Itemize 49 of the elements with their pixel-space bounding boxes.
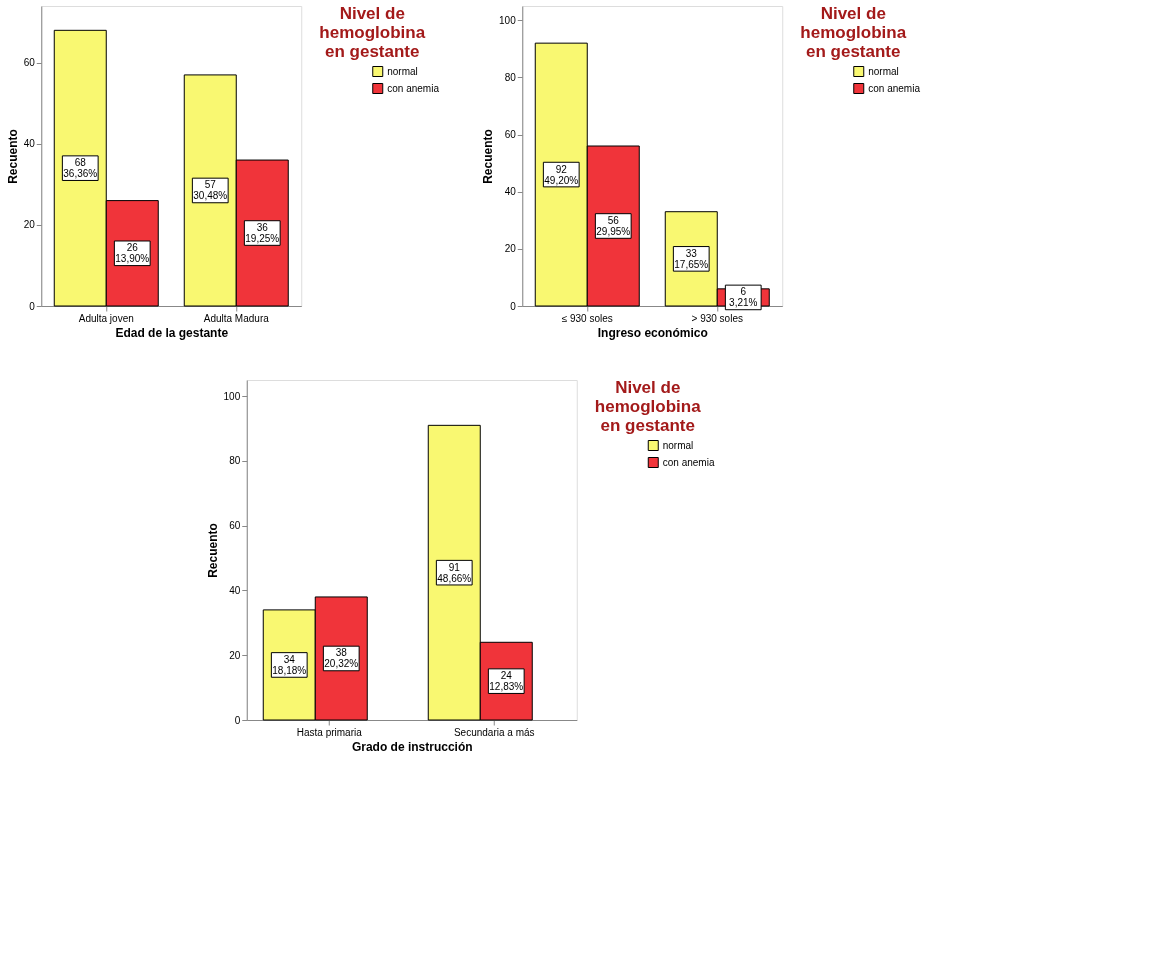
- legend-title: Nivel de hemoglobina en gestante: [594, 378, 702, 435]
- y-tick-label: 20: [504, 243, 517, 255]
- y-tick-label: 0: [29, 300, 36, 312]
- y-tick-label: 20: [229, 649, 241, 661]
- y-tick-label: 60: [229, 520, 241, 532]
- legend-label: normal: [662, 439, 694, 451]
- data-label: 26 13,90%: [115, 242, 150, 265]
- y-tick-label: 20: [23, 219, 36, 231]
- y-tick-label: 0: [510, 300, 517, 312]
- y-axis-title: Recuento: [481, 129, 496, 184]
- legend-title: Nivel de hemoglobina en gestante: [319, 4, 426, 61]
- y-tick-label: 40: [504, 186, 517, 198]
- y-tick-label: 80: [229, 455, 241, 467]
- legend-label: normal: [868, 65, 899, 77]
- data-label: 6 3,21%: [729, 286, 758, 309]
- legend-label: con anemia: [868, 82, 921, 94]
- data-label: 33 17,65%: [674, 247, 709, 270]
- legend-label: con anemia: [662, 456, 715, 468]
- x-tick-label: Adulta joven: [78, 312, 134, 324]
- legend-title: Nivel de hemoglobina en gestante: [800, 4, 907, 61]
- y-tick-label: 60: [504, 129, 517, 141]
- x-axis-title: Grado de instrucción: [351, 739, 473, 754]
- data-label: 57 30,48%: [193, 179, 228, 202]
- x-tick-label: > 930 soles: [691, 312, 743, 324]
- y-tick-label: 60: [23, 57, 36, 69]
- y-tick-label: 100: [499, 14, 517, 26]
- data-label: 24 12,83%: [489, 670, 524, 693]
- y-tick-label: 40: [23, 138, 36, 150]
- y-tick-label: 40: [229, 584, 241, 596]
- x-tick-label: ≤ 930 soles: [561, 312, 613, 324]
- data-label: 36 19,25%: [245, 222, 280, 245]
- x-tick-label: Hasta primaria: [296, 726, 363, 738]
- x-axis-title: Edad de la gestante: [115, 325, 229, 340]
- legend-label: con anemia: [387, 82, 440, 94]
- legend-label: normal: [387, 65, 418, 77]
- y-tick-label: 0: [234, 714, 241, 726]
- x-axis-title: Ingreso económico: [597, 325, 708, 340]
- data-label: 92 49,20%: [544, 163, 579, 186]
- data-label: 68 36,36%: [63, 157, 98, 180]
- x-tick-label: Adulta Madura: [203, 312, 270, 324]
- y-axis-title: Recuento: [5, 129, 20, 184]
- data-label: 38 20,32%: [324, 647, 359, 670]
- y-axis-title: Recuento: [205, 523, 220, 578]
- data-label: 56 29,95%: [596, 215, 631, 237]
- data-label: 34 18,18%: [272, 653, 307, 676]
- y-tick-label: 80: [504, 71, 517, 83]
- data-label: 91 48,66%: [437, 561, 472, 584]
- y-tick-label: 100: [223, 390, 241, 402]
- x-tick-label: Secundaria a más: [453, 726, 535, 738]
